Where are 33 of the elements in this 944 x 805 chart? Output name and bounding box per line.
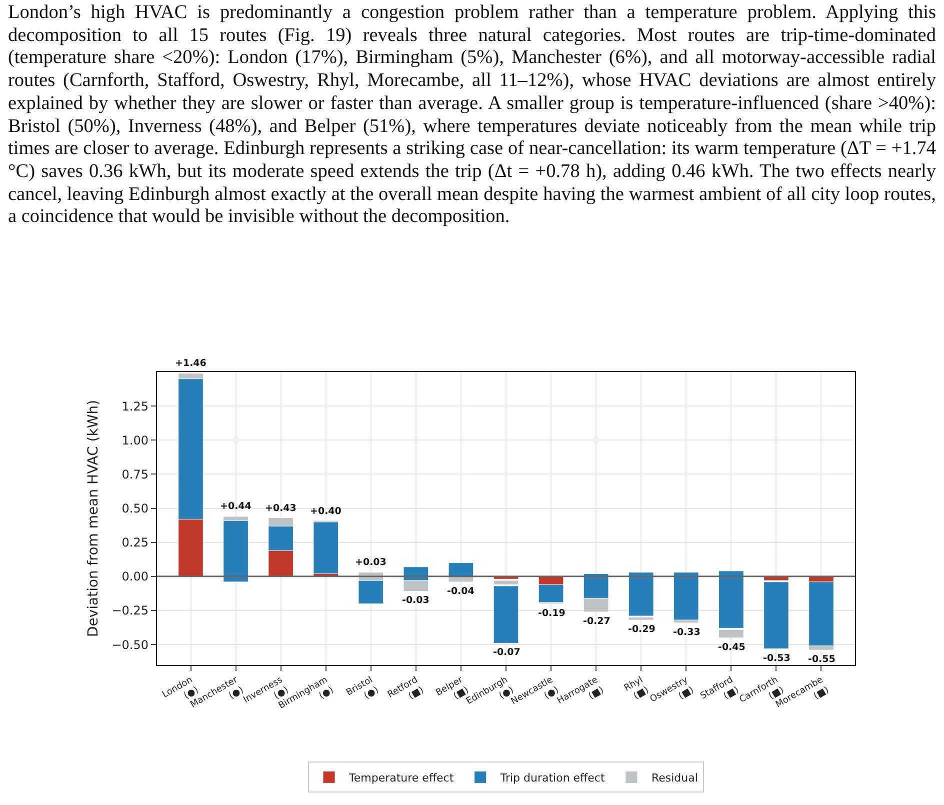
annotation: -0.19 [538,608,566,619]
y-tick-label: −0.50 [112,638,148,652]
y-tick-label: 1.25 [122,399,148,414]
annotation: -0.29 [628,624,656,635]
annotation: -0.07 [493,647,520,658]
bar [223,520,248,582]
y-axis-title: Deviation from mean HVAC (kWh) [85,400,102,638]
legend-label: Temperature effect [348,771,454,784]
annotation: +0.40 [310,506,342,517]
y-tick-label: −0.25 [112,604,148,618]
legend-label: Residual [651,771,698,784]
y-tick-label: 0.00 [122,570,148,584]
annotation: -0.55 [808,654,836,665]
annotation: -0.53 [763,653,790,664]
annotation: +0.44 [220,501,252,512]
annotation: -0.04 [447,586,475,597]
y-tick-label: 0.50 [122,501,148,516]
x-tick-label: Rhyl (■) [622,675,651,702]
annotation: -0.45 [718,642,746,653]
bar [628,572,654,616]
y-tick-label: 0.25 [122,536,148,550]
annotation: +0.03 [355,557,386,568]
bar [674,572,699,620]
y-tick-label: 0.75 [122,467,148,482]
annotation: -0.33 [673,627,700,638]
annotation: -0.03 [402,595,430,606]
annotation: -0.27 [583,616,610,627]
y-tick-label: 1.00 [122,433,148,448]
annotation: +0.43 [265,503,296,514]
text: London’s high HVAC is predominantly a congestion problem rather than a temperature problem. Applying this decomposition to all 15 routes (Fig. 19) reveals three natural categories. Most routes are trip-time-dominated (temperature share <20%): London (17%), Birmingham (5%), Manchester (6%), and all motorway-accessible radial routes (Carnforth, Stafford, Oswestry, Rhyl, Morecambe, all 11–12%), whose HVAC deviations are almost entirely explained by whether they are slower or faster than average. A smaller group is temperature-influenced (share >40%): Bristol (50%), Inverness (48%), and Belper (51%), where temperatures deviate noticeably from the mean while trip times are closer to average. Edinburgh represents a striking case of near-cancellation: its warm temperature (ΔT = +1.74 °C) saves 0.36 kWh, but its moderate speed extends the trip (Δt = +0.78 h), adding 0.46 kWh. The two effects nearly cancel, leaving Edinburgh almost exactly at the overall mean despite having the warmest ambient of all city loop routes, a coincidence that would be invisible without the decomposition. [8,2,936,228]
annotation: +1.46 [175,358,207,369]
bar [313,522,338,574]
legend-label: Trip duration effect [499,771,606,784]
